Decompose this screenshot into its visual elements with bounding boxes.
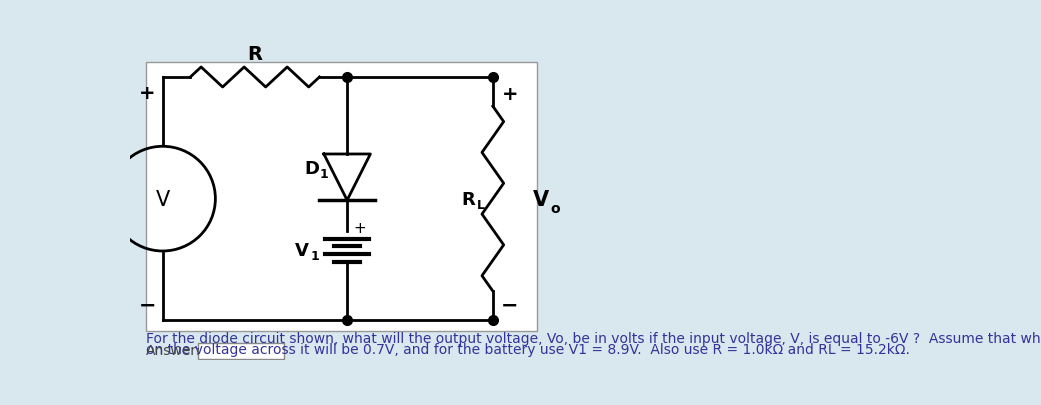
Text: R: R [248,45,262,64]
Text: +: + [353,221,366,236]
Text: V: V [296,242,309,260]
Text: +: + [502,85,518,104]
Text: on the voltage across it will be 0.7V, and for the battery use V1 = 8.9V.  Also : on the voltage across it will be 0.7V, a… [146,342,910,356]
Text: o: o [550,201,560,215]
Text: 1: 1 [320,168,328,181]
Text: For the diode circuit shown, what will the output voltage, Vo, be in volts if th: For the diode circuit shown, what will t… [146,331,1041,345]
Text: −: − [138,295,156,315]
Text: R: R [461,190,475,208]
Text: D: D [305,160,320,177]
Text: V: V [155,189,170,209]
Bar [199,343,283,359]
Text: 1: 1 [310,249,319,262]
Text: V: V [533,189,549,209]
Text: −: − [501,295,518,315]
Text: Answer:: Answer: [146,343,201,357]
Polygon shape [324,155,371,201]
Text: +: + [138,84,155,102]
Text: L: L [477,199,485,212]
Bar [146,62,537,331]
